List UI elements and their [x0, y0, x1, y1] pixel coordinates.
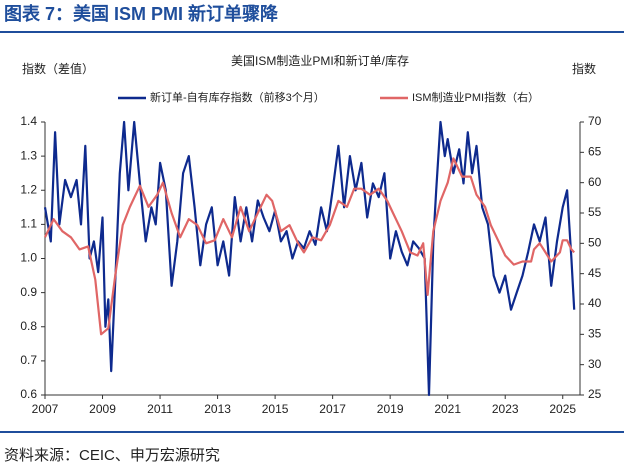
x-tick-label: 2009: [89, 402, 116, 416]
y2-tick-label: 50: [588, 236, 602, 250]
y-tick-label: 0.6: [20, 387, 37, 401]
y2-tick-label: 40: [588, 296, 602, 310]
y-tick-label: 1.1: [20, 217, 37, 231]
y2-tick-label: 55: [588, 205, 602, 219]
x-tick-label: 2017: [319, 402, 346, 416]
series-line: [44, 157, 576, 336]
y2-tick-label: 45: [588, 266, 602, 280]
y-axis-label: 指数（差值）: [22, 61, 94, 76]
y2-tick-label: 65: [588, 145, 602, 159]
x-tick-label: 2011: [147, 402, 173, 416]
y2-tick-label: 70: [588, 114, 602, 128]
x-tick-label: 2013: [204, 402, 231, 416]
y-tick-label: 1.4: [20, 114, 37, 128]
legend-label: ISM制造业PMI指数（右）: [412, 90, 539, 104]
y-tick-label: 1.0: [20, 251, 37, 265]
x-tick-label: 2023: [492, 402, 519, 416]
header: 图表 7：美国 ISM PMI 新订单骤降: [4, 3, 279, 24]
y2-tick-label: 30: [588, 357, 602, 371]
x-tick-label: 2007: [32, 402, 59, 416]
x-tick-label: 2015: [262, 402, 289, 416]
legend-label: 新订单-自有库存指数（前移3个月）: [150, 90, 325, 104]
y-tick-label: 0.9: [20, 285, 37, 299]
y-tick-label: 1.2: [20, 182, 37, 196]
y-tick-label: 0.7: [20, 353, 37, 367]
x-tick-label: 2025: [549, 402, 576, 416]
source: 资料来源：CEIC、申万宏源研究: [4, 447, 220, 464]
y2-tick-label: 35: [588, 327, 602, 341]
y-tick-label: 1.3: [20, 148, 37, 162]
chart-title: 美国ISM制造业PMI和新订单/库存: [231, 53, 409, 68]
y2-tick-label: 60: [588, 175, 602, 189]
y2-tick-label: 25: [588, 387, 602, 401]
x-tick-label: 2021: [434, 402, 461, 416]
x-tick-label: 2019: [377, 402, 404, 416]
y-tick-label: 0.8: [20, 319, 37, 333]
y2-axis-label: 指数: [572, 61, 596, 76]
series-line: [43, 120, 576, 397]
